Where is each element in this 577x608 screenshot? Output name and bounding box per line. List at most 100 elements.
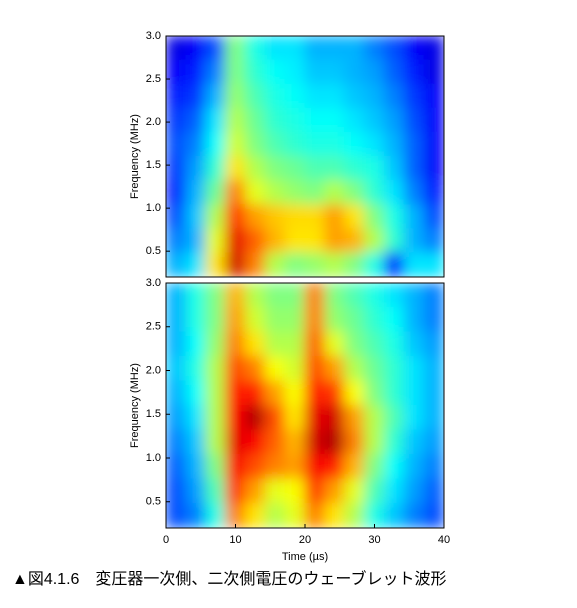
heat-cell [264,356,286,382]
heat-cell [284,503,306,528]
y-tick-label: 1.0 [146,452,161,464]
heat-cell [344,283,366,308]
heat-cell [383,331,405,357]
heat-cell [324,204,346,230]
plot-frame [165,35,445,278]
heat-cell [205,36,227,61]
heat-cell [244,156,266,182]
heat-cell [324,454,346,480]
heat-cell [423,454,444,480]
heat-cell [324,83,346,109]
heat-cell [364,307,385,333]
y-tick-label: 1.5 [146,159,161,171]
heat-cell [244,59,266,85]
heat-cell [205,356,227,382]
heat-cell [383,283,405,308]
heat-cell [166,131,187,157]
heat-cell [324,478,346,504]
heat-cell [166,156,187,182]
heat-cell [403,429,425,455]
heat-cell [364,204,385,230]
heat-cell [403,204,425,230]
heat-cell [225,252,246,277]
heat-cell [324,59,346,85]
heat-cell [185,429,207,455]
heat-cell [244,503,266,528]
heat-cell [166,36,187,61]
heat-cell [166,204,187,230]
heatmap [166,36,444,277]
heat-cell [403,356,425,382]
heat-cell [166,180,187,206]
heat-cell [264,331,286,357]
heat-cell [166,380,187,406]
heat-cell [423,478,444,504]
heat-cell [324,356,346,382]
heat-cell [383,380,405,406]
heat-cell [244,478,266,504]
heat-cell [185,252,207,277]
heat-cell [244,454,266,480]
heat-cell [403,454,425,480]
heat-cell [284,307,306,333]
heat-cell [244,107,266,133]
heat-cell [304,228,326,254]
heat-cell [264,228,286,254]
x-tick-label: 10 [229,534,241,546]
heat-cell [344,454,366,480]
heat-cell [364,356,385,382]
heat-cell [166,429,187,455]
y-tick-label: 3.0 [146,277,161,289]
heat-cell [284,356,306,382]
heat-cell [185,307,207,333]
heat-cell [244,204,266,230]
heat-cell [344,405,366,431]
heat-cell [284,283,306,308]
heat-cell [166,83,187,109]
heat-cell [244,36,266,61]
heat-cell [284,228,306,254]
heat-cell [185,283,207,308]
heat-cell [364,283,385,308]
heat-cell [364,331,385,357]
heat-cell [423,59,444,85]
heat-cell [166,228,187,254]
heat-cell [244,380,266,406]
plot-area [166,283,444,528]
y-tick-label: 0.5 [146,245,161,257]
heat-cell [324,283,346,308]
heat-cell [364,156,385,182]
heat-cell [344,36,366,61]
heat-cell [185,228,207,254]
heat-cell [205,252,227,277]
heat-cell [304,454,326,480]
heat-cell [264,59,286,85]
heat-cell [205,454,227,480]
heat-cell [264,380,286,406]
heat-cell [364,228,385,254]
heat-cell [423,228,444,254]
heat-cell [403,83,425,109]
heat-cell [284,131,306,157]
heat-cell [383,252,405,277]
heat-cell [403,283,425,308]
heat-cell [423,405,444,431]
heat-cell [185,405,207,431]
heat-cell [284,405,306,431]
heat-cell [244,252,266,277]
heat-cell [383,478,405,504]
heat-cell [284,478,306,504]
heat-cell [403,307,425,333]
heat-cell [185,356,207,382]
heat-cell [264,454,286,480]
heat-cell [244,307,266,333]
heat-cell [403,503,425,528]
heat-cell [383,107,405,133]
heat-cell [205,331,227,357]
heat-cell [264,36,286,61]
heat-cell [166,454,187,480]
heat-cell [304,429,326,455]
heat-cell [225,503,246,528]
heat-cell [324,331,346,357]
heat-cell [423,283,444,308]
